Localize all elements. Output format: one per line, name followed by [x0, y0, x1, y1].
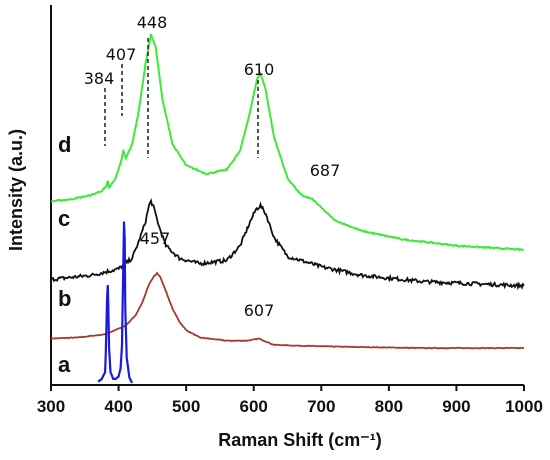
trace-label-a: a [58, 352, 71, 377]
x-tick-label: 900 [442, 397, 470, 416]
series-line-c [50, 197, 525, 291]
peak-label-448: 448 [137, 13, 168, 32]
series-layer [50, 33, 525, 384]
series-line-a [97, 221, 134, 384]
x-axis-title: Raman Shift (cm⁻¹) [218, 430, 382, 450]
trace-label-c: c [58, 206, 70, 231]
peak-label-687: 687 [310, 161, 341, 180]
peak-label-610: 610 [244, 60, 275, 79]
x-tick-label: 1000 [505, 397, 543, 416]
series-line-b [50, 271, 525, 350]
trace-label-b: b [58, 286, 71, 311]
peak-guides [104, 38, 259, 158]
x-tick-label: 800 [375, 397, 403, 416]
x-tick-label: 700 [307, 397, 335, 416]
x-tick-labels: 300 400 500 600 700 800 900 1000 [37, 397, 543, 416]
peak-label-607: 607 [244, 301, 275, 320]
x-tick-label: 300 [37, 397, 65, 416]
peak-label-457: 457 [140, 229, 171, 248]
series-line-d [50, 33, 525, 252]
x-ticks [50, 385, 525, 391]
trace-label-d: d [58, 132, 71, 157]
x-tick-label: 400 [104, 397, 132, 416]
x-tick-label: 500 [172, 397, 200, 416]
peak-label-407: 407 [106, 45, 137, 64]
peak-label-384: 384 [84, 69, 115, 88]
x-tick-label: 600 [240, 397, 268, 416]
y-axis-title: Intensity (a.u.) [6, 129, 26, 251]
